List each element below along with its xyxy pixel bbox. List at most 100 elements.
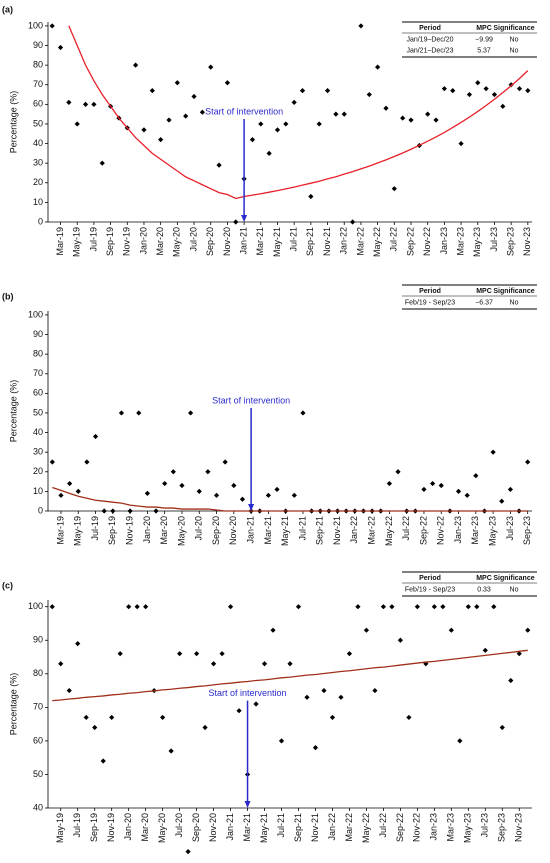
x-tick-label: Nov-21 xyxy=(310,813,320,842)
data-point xyxy=(49,459,55,465)
data-point xyxy=(66,99,72,105)
y-tick-label: 60 xyxy=(33,99,43,109)
data-point xyxy=(74,121,80,127)
x-tick-label: Mar-20 xyxy=(140,813,150,842)
x-tick-label: May-19 xyxy=(73,516,83,546)
data-point xyxy=(291,99,297,105)
data-point xyxy=(231,482,237,489)
data-point xyxy=(193,651,200,657)
data-point xyxy=(213,492,220,498)
data-point xyxy=(349,219,356,225)
x-tick-label: Jan-23 xyxy=(453,516,463,544)
data-point xyxy=(450,88,456,94)
x-tick-label: Mar-22 xyxy=(355,227,365,256)
data-point xyxy=(355,604,361,610)
data-point xyxy=(500,103,506,109)
data-point xyxy=(249,137,256,143)
data-point xyxy=(134,604,140,610)
x-tick-label: Jan-21 xyxy=(238,227,248,255)
data-point xyxy=(274,486,280,493)
x-tick-label: Nov-23 xyxy=(514,813,524,842)
table-header: MPC xyxy=(476,25,492,32)
table-cell: Feb/19 - Sep/23 xyxy=(405,299,455,306)
data-point xyxy=(300,410,306,416)
data-point xyxy=(295,604,302,610)
data-point xyxy=(525,88,531,94)
data-point xyxy=(239,496,246,502)
x-tick-label: Mar-22 xyxy=(366,516,376,545)
data-point xyxy=(338,694,344,700)
data-point xyxy=(441,86,447,92)
data-point xyxy=(100,758,106,764)
data-point xyxy=(386,480,392,487)
data-point xyxy=(82,101,89,107)
data-point xyxy=(508,677,514,684)
data-point xyxy=(126,604,132,610)
data-point xyxy=(421,486,427,493)
data-point xyxy=(414,604,420,610)
x-tick-label: Jan-23 xyxy=(439,227,449,255)
data-point xyxy=(383,105,389,111)
table-header: MPC xyxy=(476,575,492,582)
y-tick-label: 30 xyxy=(33,158,43,168)
x-tick-label: Nov-22 xyxy=(422,227,432,256)
x-tick-label: May-20 xyxy=(172,227,182,257)
data-point xyxy=(141,127,147,133)
data-point xyxy=(149,88,155,94)
data-point xyxy=(516,86,523,92)
data-point xyxy=(324,88,331,94)
annotation-arrowhead xyxy=(248,504,255,511)
data-point xyxy=(341,111,347,117)
data-point xyxy=(83,714,89,721)
data-point xyxy=(283,121,289,127)
y-tick-label: 80 xyxy=(33,60,43,70)
x-tick-label: Nov-20 xyxy=(222,227,232,256)
y-axis-label: Percentage (%) xyxy=(8,673,18,736)
table-bg xyxy=(402,285,537,309)
x-tick-label: Sep-20 xyxy=(205,227,215,256)
data-point xyxy=(490,449,496,455)
data-point xyxy=(162,480,168,487)
data-point xyxy=(222,459,228,465)
data-point xyxy=(188,410,194,416)
data-point xyxy=(75,641,81,647)
data-point xyxy=(57,44,64,51)
x-tick-label: Mar-21 xyxy=(242,813,252,842)
data-point xyxy=(395,469,401,475)
data-point xyxy=(177,651,183,657)
data-point xyxy=(516,651,522,657)
data-point xyxy=(491,91,498,98)
x-tick-label: Mar-19 xyxy=(55,227,65,256)
data-point xyxy=(329,714,336,721)
x-tick-label: May-23 xyxy=(487,516,497,546)
data-point xyxy=(358,23,364,29)
x-tick-label: Mar-20 xyxy=(159,516,169,545)
data-point xyxy=(448,627,454,633)
x-tick-label: May-21 xyxy=(280,516,290,546)
x-tick-label: Nov-21 xyxy=(322,227,332,256)
data-point xyxy=(321,687,327,694)
data-point xyxy=(308,193,314,200)
y-tick-label: 10 xyxy=(33,486,43,496)
table-cell: Feb/19 - Sep/23 xyxy=(405,586,455,593)
x-tick-label: Mar-23 xyxy=(446,813,456,842)
data-point xyxy=(101,508,107,514)
x-tick-label: May-22 xyxy=(384,516,394,546)
x-tick-label: Jul-22 xyxy=(401,516,411,541)
data-point xyxy=(278,738,285,744)
data-point xyxy=(312,745,319,751)
data-point xyxy=(153,508,159,514)
x-tick-label: Jul-19 xyxy=(88,227,98,252)
y-tick-label: 90 xyxy=(33,329,43,339)
data-point xyxy=(265,492,271,498)
data-point xyxy=(58,661,64,667)
annotation-text: Start of intervention xyxy=(212,395,290,405)
data-point xyxy=(109,714,115,721)
x-tick-label: Mar-22 xyxy=(344,813,354,842)
x-tick-label: Jul-21 xyxy=(276,813,286,838)
data-point xyxy=(455,488,462,494)
x-tick-label: Jan-21 xyxy=(245,516,255,544)
y-axis-label: Percentage (%) xyxy=(8,91,18,154)
data-point xyxy=(258,121,264,127)
annotation-arrowhead xyxy=(244,801,251,808)
